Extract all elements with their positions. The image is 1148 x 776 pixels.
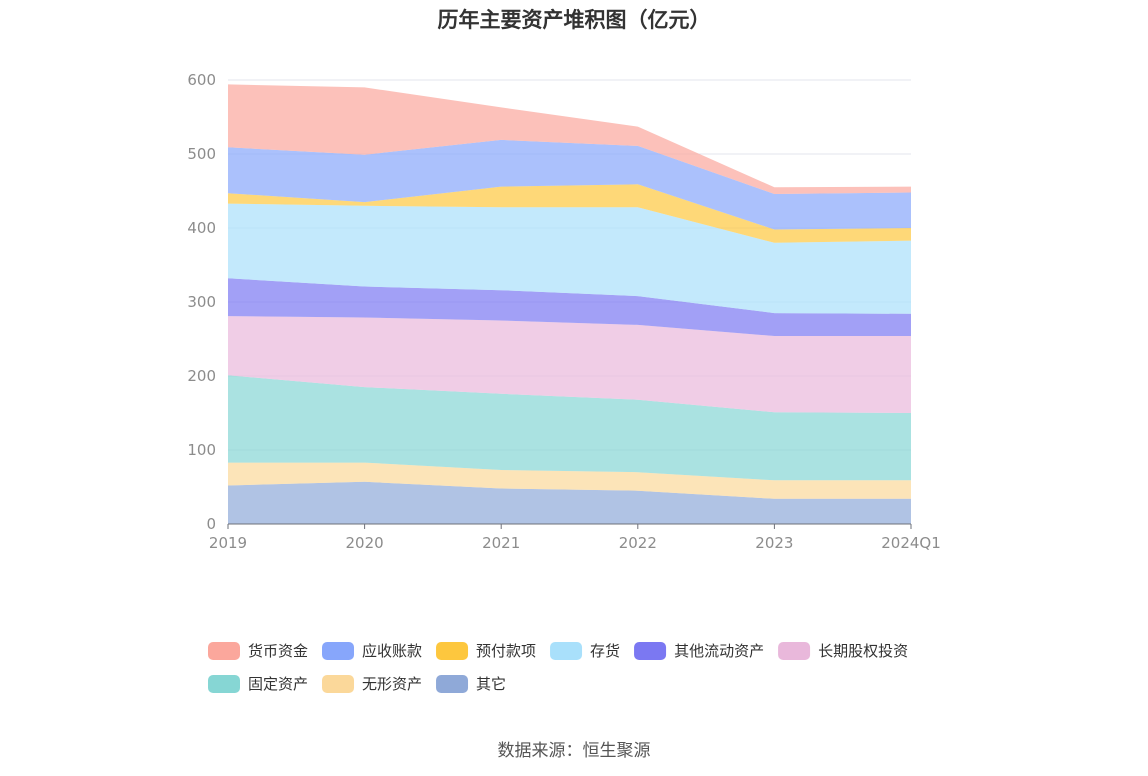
area-series-6[interactable] bbox=[228, 184, 911, 243]
area-series bbox=[228, 84, 911, 524]
x-tick-label: 2021 bbox=[482, 534, 520, 552]
area-series-0[interactable] bbox=[228, 481, 911, 524]
y-tick-label: 500 bbox=[187, 145, 216, 163]
legend-swatch[interactable] bbox=[634, 642, 667, 660]
area-series-3[interactable] bbox=[228, 316, 911, 413]
legend-label[interactable]: 长期股权投资 bbox=[818, 642, 908, 660]
chart-title: 历年主要资产堆积图（亿元） bbox=[437, 8, 711, 32]
legend-label[interactable]: 其它 bbox=[476, 675, 506, 693]
area-series-1[interactable] bbox=[228, 462, 911, 499]
legend-label[interactable]: 货币资金 bbox=[248, 642, 308, 660]
x-tick-label: 2024Q1 bbox=[881, 534, 941, 552]
x-tick-label: 2023 bbox=[755, 534, 793, 552]
y-tick-label: 300 bbox=[187, 293, 216, 311]
y-tick-label: 200 bbox=[187, 367, 216, 385]
legend-label[interactable]: 其他流动资产 bbox=[674, 642, 764, 660]
legend-swatch[interactable] bbox=[208, 642, 240, 660]
x-tick-label: 2019 bbox=[209, 534, 247, 552]
area-series-8[interactable] bbox=[228, 84, 911, 194]
x-tick-label: 2022 bbox=[619, 534, 657, 552]
area-series-5[interactable] bbox=[228, 203, 911, 314]
legend-label[interactable]: 应收账款 bbox=[362, 642, 422, 660]
axes: 0 100 200 300 400 500 600 2019 2020 2021 2022 2023 2… bbox=[187, 71, 940, 552]
legend-swatch[interactable] bbox=[550, 642, 583, 660]
legend-swatch[interactable] bbox=[208, 675, 240, 693]
y-tick-label: 100 bbox=[187, 441, 216, 459]
area-series-7[interactable] bbox=[228, 139, 911, 230]
legend-swatch[interactable] bbox=[436, 675, 469, 693]
y-tick-label: 600 bbox=[187, 71, 216, 89]
legend-swatch[interactable] bbox=[436, 642, 469, 660]
y-tick-label: 0 bbox=[206, 515, 216, 533]
area-series-4[interactable] bbox=[228, 278, 911, 336]
y-tick-label: 400 bbox=[187, 219, 216, 237]
legend-swatch[interactable] bbox=[322, 642, 355, 660]
legend-swatch[interactable] bbox=[778, 642, 811, 660]
data-source-note: 数据来源：恒生聚源 bbox=[497, 741, 651, 761]
legend-label[interactable]: 存货 bbox=[590, 642, 620, 660]
legend-label[interactable]: 固定资产 bbox=[248, 675, 308, 693]
legend-swatch[interactable] bbox=[322, 675, 355, 693]
area-series-2[interactable] bbox=[228, 375, 911, 481]
x-tick-label: 2020 bbox=[346, 534, 384, 552]
legend-label[interactable]: 预付款项 bbox=[476, 642, 536, 660]
legend-label[interactable]: 无形资产 bbox=[362, 675, 422, 693]
